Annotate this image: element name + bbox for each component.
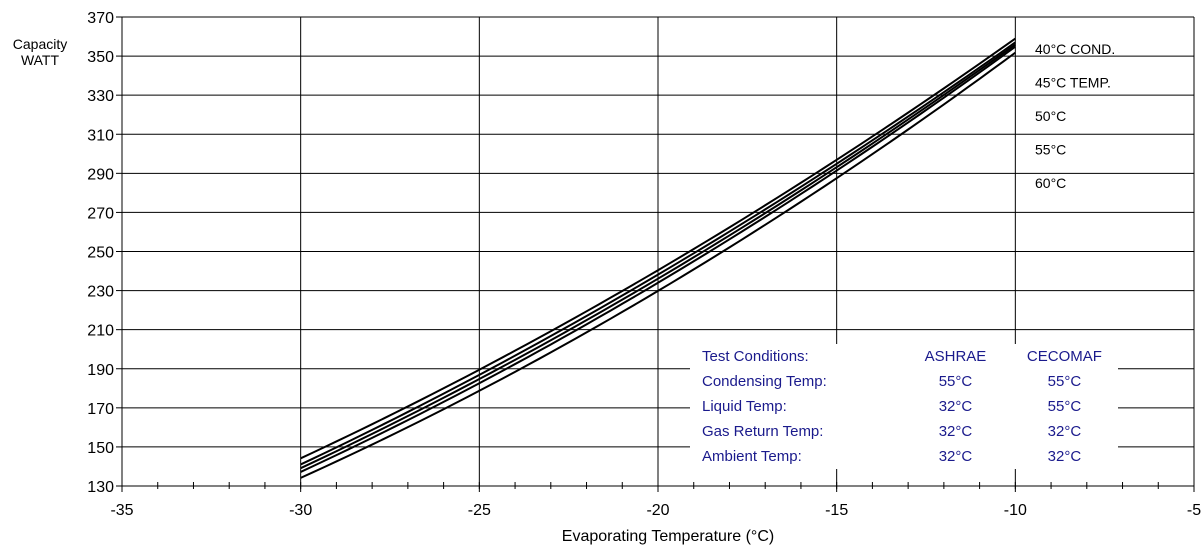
table-cell: Ambient Temp: [702,448,802,465]
x-tick-label: -30 [289,502,312,519]
y-tick-label: 190 [87,362,114,379]
legend-label: 45°C TEMP. [1035,75,1111,91]
table-row: Condensing Temp: 55°C 55°C [690,369,1118,394]
y-tick-label: 250 [87,245,114,262]
y-axis-label: Capacity WATT [2,36,78,68]
table-cell: Gas Return Temp: [702,423,824,440]
x-tick-label: -5 [1187,502,1201,519]
y-tick-label: 290 [87,166,114,183]
table-row: Liquid Temp: 32°C 55°C [690,394,1118,419]
x-tick-label: -25 [468,502,491,519]
table-cell: Test Conditions: [702,348,809,365]
x-tick-label: -35 [110,502,133,519]
table-cell: 32°C [1047,423,1082,440]
series-lines [300,37,1016,479]
y-tick-label: 170 [87,401,114,418]
table-cell: 55°C [938,373,973,390]
y-axis-label-line-1: Capacity [12,36,68,52]
y-tick-label: 350 [87,49,114,66]
table-row: Gas Return Temp: 32°C 32°C [690,419,1118,444]
y-tick-label: 230 [87,284,114,301]
table-cell: 32°C [938,398,973,415]
legend-label: 50°C [1035,108,1066,124]
table-cell: 32°C [938,423,973,440]
table-row: Ambient Temp: 32°C 32°C [690,444,1118,469]
legend-label: 60°C [1035,175,1066,191]
x-axis-label: Evaporating Temperature (°C) [562,528,774,545]
table-row: Test Conditions: ASHRAE CECOMAF [690,344,1118,369]
series-line [300,51,1016,479]
series-line [300,45,1016,473]
table-cell: ASHRAE [924,348,987,365]
test-conditions-table: Test Conditions: ASHRAE CECOMAF Condensi… [690,344,1118,469]
y-tick-label: 130 [87,479,114,496]
y-tick-labels: 130 150 170 190 210 230 250 270 290 310 330 350 370 [87,10,114,496]
table-cell: 32°C [1047,448,1082,465]
x-tick-labels: -35 -30 -25 -20 -15 -10 -5 [110,502,1201,519]
y-tick-label: 310 [87,127,114,144]
series-line [300,43,1016,470]
series-legend: 40°C COND. 45°C TEMP. 50°C 55°C 60°C [1035,41,1115,191]
y-tick-label: 370 [87,10,114,27]
table-cell: 32°C [938,448,973,465]
table-cell: Liquid Temp: [702,398,787,415]
x-tick-label: -20 [646,502,669,519]
table-cell: CECOMAF [1026,348,1102,365]
series-line [300,37,1016,460]
series-line [300,41,1016,466]
x-tick-label: -10 [1004,502,1027,519]
y-tick-label: 150 [87,440,114,457]
table-cell: Condensing Temp: [702,373,827,390]
table-cell: 55°C [1047,373,1082,390]
table-cell: 55°C [1047,398,1082,415]
axes [116,16,1195,492]
x-tick-label: -15 [825,502,848,519]
y-tick-label: 210 [87,323,114,340]
legend-label: 55°C [1035,142,1066,158]
legend-label: 40°C COND. [1035,41,1115,57]
y-axis-label-line-2: WATT [20,52,60,68]
y-tick-label: 330 [87,88,114,105]
y-tick-label: 270 [87,205,114,222]
